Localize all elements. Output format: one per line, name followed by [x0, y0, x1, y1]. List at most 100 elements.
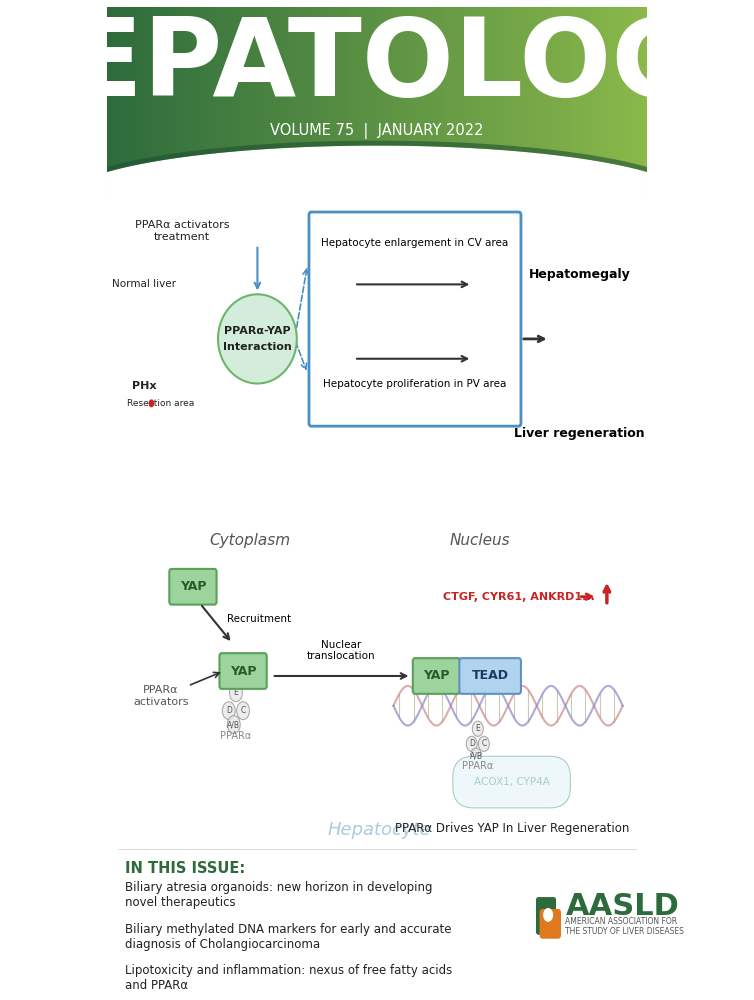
Polygon shape: [139, 7, 142, 200]
Text: Nucleus: Nucleus: [449, 533, 510, 548]
Polygon shape: [331, 7, 334, 200]
Polygon shape: [418, 7, 420, 200]
Polygon shape: [566, 7, 569, 200]
Polygon shape: [391, 7, 393, 200]
Polygon shape: [512, 7, 515, 200]
Text: YAP: YAP: [230, 665, 256, 678]
Polygon shape: [517, 7, 520, 200]
Polygon shape: [307, 7, 309, 200]
Polygon shape: [485, 7, 488, 200]
Polygon shape: [277, 7, 280, 200]
Polygon shape: [539, 7, 541, 200]
Polygon shape: [553, 7, 555, 200]
Polygon shape: [250, 7, 253, 200]
Polygon shape: [196, 7, 199, 200]
Circle shape: [149, 399, 155, 407]
Polygon shape: [115, 7, 118, 200]
Polygon shape: [185, 7, 188, 200]
Polygon shape: [509, 7, 512, 200]
Polygon shape: [339, 7, 342, 200]
Ellipse shape: [222, 702, 235, 720]
Polygon shape: [345, 7, 348, 200]
Polygon shape: [531, 7, 534, 200]
Ellipse shape: [218, 294, 297, 384]
Polygon shape: [385, 7, 388, 200]
Polygon shape: [336, 7, 339, 200]
Ellipse shape: [354, 544, 619, 822]
Text: Hepatocyte proliferation in PV area: Hepatocyte proliferation in PV area: [323, 379, 507, 389]
Polygon shape: [431, 7, 434, 200]
Ellipse shape: [237, 702, 250, 720]
Polygon shape: [167, 7, 169, 200]
Polygon shape: [569, 7, 572, 200]
Text: AASLD: AASLD: [566, 892, 679, 921]
Polygon shape: [523, 7, 526, 200]
Polygon shape: [439, 7, 442, 200]
Polygon shape: [445, 7, 447, 200]
Text: PPARα
activators: PPARα activators: [133, 685, 188, 707]
Polygon shape: [477, 7, 480, 200]
Text: Liver regeneration: Liver regeneration: [514, 427, 645, 440]
Polygon shape: [563, 7, 566, 200]
Text: A/B: A/B: [227, 720, 241, 729]
Polygon shape: [369, 7, 372, 200]
Polygon shape: [582, 7, 585, 200]
Text: Hepatomegaly: Hepatomegaly: [529, 268, 630, 281]
Polygon shape: [177, 7, 180, 200]
Text: Normal liver: Normal liver: [112, 279, 176, 289]
Polygon shape: [437, 7, 439, 200]
Text: Recruitment: Recruitment: [227, 614, 292, 624]
Polygon shape: [304, 7, 307, 200]
Polygon shape: [420, 7, 423, 200]
Polygon shape: [620, 7, 623, 200]
Polygon shape: [366, 7, 369, 200]
Text: PPARα Drives YAP In Liver Regeneration: PPARα Drives YAP In Liver Regeneration: [395, 822, 630, 835]
Polygon shape: [280, 7, 283, 200]
Polygon shape: [434, 7, 437, 200]
Polygon shape: [590, 7, 593, 200]
Text: D: D: [469, 739, 475, 748]
Polygon shape: [150, 7, 153, 200]
Text: C: C: [241, 706, 246, 715]
Polygon shape: [520, 7, 523, 200]
Polygon shape: [293, 7, 296, 200]
Polygon shape: [529, 7, 531, 200]
Polygon shape: [631, 7, 633, 200]
Text: VOLUME 75  |  JANUARY 2022: VOLUME 75 | JANUARY 2022: [270, 123, 484, 139]
Polygon shape: [601, 7, 604, 200]
Polygon shape: [129, 7, 131, 200]
Polygon shape: [471, 7, 474, 200]
Polygon shape: [299, 7, 302, 200]
Polygon shape: [604, 7, 606, 200]
FancyBboxPatch shape: [536, 897, 556, 935]
Text: A/B: A/B: [470, 751, 483, 760]
Polygon shape: [199, 7, 201, 200]
Polygon shape: [194, 7, 196, 200]
Polygon shape: [455, 7, 458, 200]
FancyBboxPatch shape: [309, 212, 521, 426]
Polygon shape: [228, 7, 231, 200]
Text: TEAD: TEAD: [472, 669, 509, 682]
Polygon shape: [131, 7, 134, 200]
Polygon shape: [242, 7, 245, 200]
Polygon shape: [231, 7, 234, 200]
Polygon shape: [348, 7, 350, 200]
Polygon shape: [372, 7, 374, 200]
Polygon shape: [274, 7, 277, 200]
Polygon shape: [237, 7, 239, 200]
Polygon shape: [342, 7, 345, 200]
Polygon shape: [210, 7, 213, 200]
Polygon shape: [269, 7, 271, 200]
Text: CTGF, CYR61, ANKRD1...: CTGF, CYR61, ANKRD1...: [443, 592, 595, 602]
Ellipse shape: [543, 908, 553, 922]
Polygon shape: [623, 7, 625, 200]
Polygon shape: [363, 7, 366, 200]
Polygon shape: [247, 7, 250, 200]
Polygon shape: [158, 7, 161, 200]
Polygon shape: [464, 7, 466, 200]
Polygon shape: [234, 7, 237, 200]
Polygon shape: [201, 7, 204, 200]
Polygon shape: [628, 7, 631, 200]
Polygon shape: [155, 7, 158, 200]
Polygon shape: [442, 7, 445, 200]
